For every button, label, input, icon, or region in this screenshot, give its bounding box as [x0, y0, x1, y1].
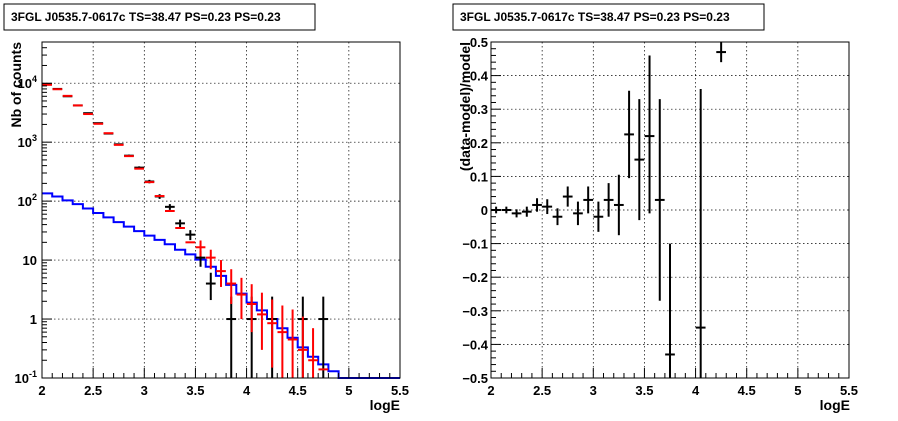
x-tick-label: 3	[141, 383, 148, 398]
y-tick-label: 10	[23, 253, 37, 268]
chart-title: 3FGL J0535.7-0617c TS=38.47 PS=0.23 PS=0…	[460, 10, 730, 24]
y-tick-label: 0.1	[470, 169, 488, 184]
x-tick-label: 2	[38, 383, 45, 398]
y-tick-label: −0.5	[462, 371, 488, 386]
y-tick-label: −0.2	[462, 270, 488, 285]
y-tick-label: −0.3	[462, 304, 488, 319]
plot-frame	[41, 41, 401, 379]
x-axis-label: logE	[820, 397, 850, 413]
y-tick-label: 0.5	[470, 35, 488, 50]
y-tick-label: −0.4	[462, 337, 488, 352]
x-tick-label: 5	[794, 383, 801, 398]
x-tick-label: 3	[590, 383, 597, 398]
y-axis-label: (data-model)/model	[457, 42, 473, 171]
x-tick-label: 5.5	[391, 383, 409, 398]
y-tick-label: 102	[18, 192, 37, 209]
residual-panel: 3FGL J0535.7-0617c TS=38.47 PS=0.23 PS=0…	[452, 3, 858, 413]
x-tick-label: 3.5	[635, 383, 653, 398]
x-tick-label: 5.5	[840, 383, 858, 398]
y-tick-label: −0.1	[462, 237, 488, 252]
x-axis-label: logE	[370, 397, 400, 413]
y-tick-label: 103	[18, 133, 37, 150]
x-tick-label: 4.5	[289, 383, 307, 398]
y-tick-label: 0.4	[470, 69, 489, 84]
title-box	[3, 3, 316, 31]
y-axis-label: Nb of counts	[8, 42, 24, 128]
y-tick-label: 1	[30, 312, 37, 327]
y-tick-label: 0	[481, 203, 488, 218]
y-tick-label: 104	[18, 74, 37, 91]
x-tick-label: 2.5	[84, 383, 102, 398]
title-box	[452, 3, 765, 31]
y-tick-label: 10-1	[15, 369, 37, 386]
x-tick-label: 4	[692, 383, 700, 398]
y-tick-label: 0.3	[470, 102, 488, 117]
x-tick-label: 2	[487, 383, 494, 398]
counts-panel: 3FGL J0535.7-0617c TS=38.47 PS=0.23 PS=0…	[3, 3, 409, 413]
model-histogram-line	[42, 192, 400, 379]
x-tick-label: 3.5	[186, 383, 204, 398]
x-tick-label: 2.5	[533, 383, 551, 398]
chart-title: 3FGL J0535.7-0617c TS=38.47 PS=0.23 PS=0…	[11, 10, 281, 24]
x-tick-label: 4	[243, 383, 251, 398]
x-tick-label: 4.5	[738, 383, 756, 398]
y-tick-label: 0.2	[470, 136, 488, 151]
x-tick-label: 5	[345, 383, 352, 398]
